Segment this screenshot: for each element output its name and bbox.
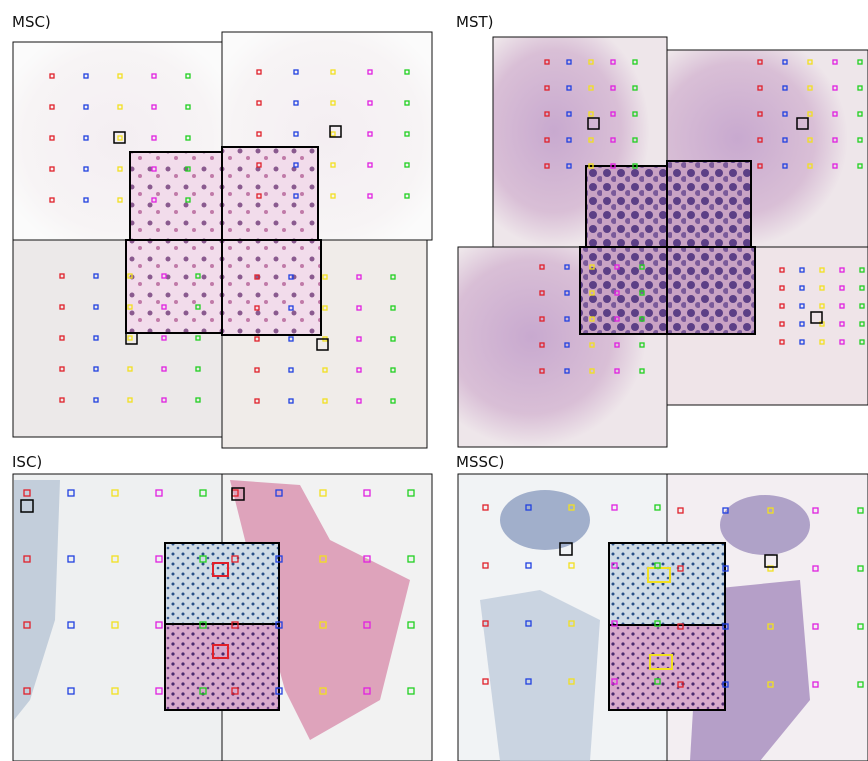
tissue — [480, 590, 600, 761]
inset — [165, 543, 279, 624]
tissue — [500, 490, 590, 550]
inset — [165, 624, 279, 710]
inset — [130, 152, 222, 240]
inset — [222, 147, 318, 240]
tissue — [720, 495, 810, 555]
inset — [667, 161, 751, 247]
panel-label: MSC) — [12, 13, 51, 31]
panel-label: MST) — [456, 13, 493, 31]
inset — [586, 166, 667, 247]
inset — [667, 247, 755, 334]
inset — [609, 625, 725, 710]
panel-label: ISC) — [12, 453, 42, 471]
inset — [222, 240, 321, 335]
inset — [126, 240, 222, 333]
panel-label: MSSC) — [456, 453, 504, 471]
inset — [609, 543, 725, 625]
figure: MSC) MST) ISC) MSSC) — [0, 0, 868, 761]
